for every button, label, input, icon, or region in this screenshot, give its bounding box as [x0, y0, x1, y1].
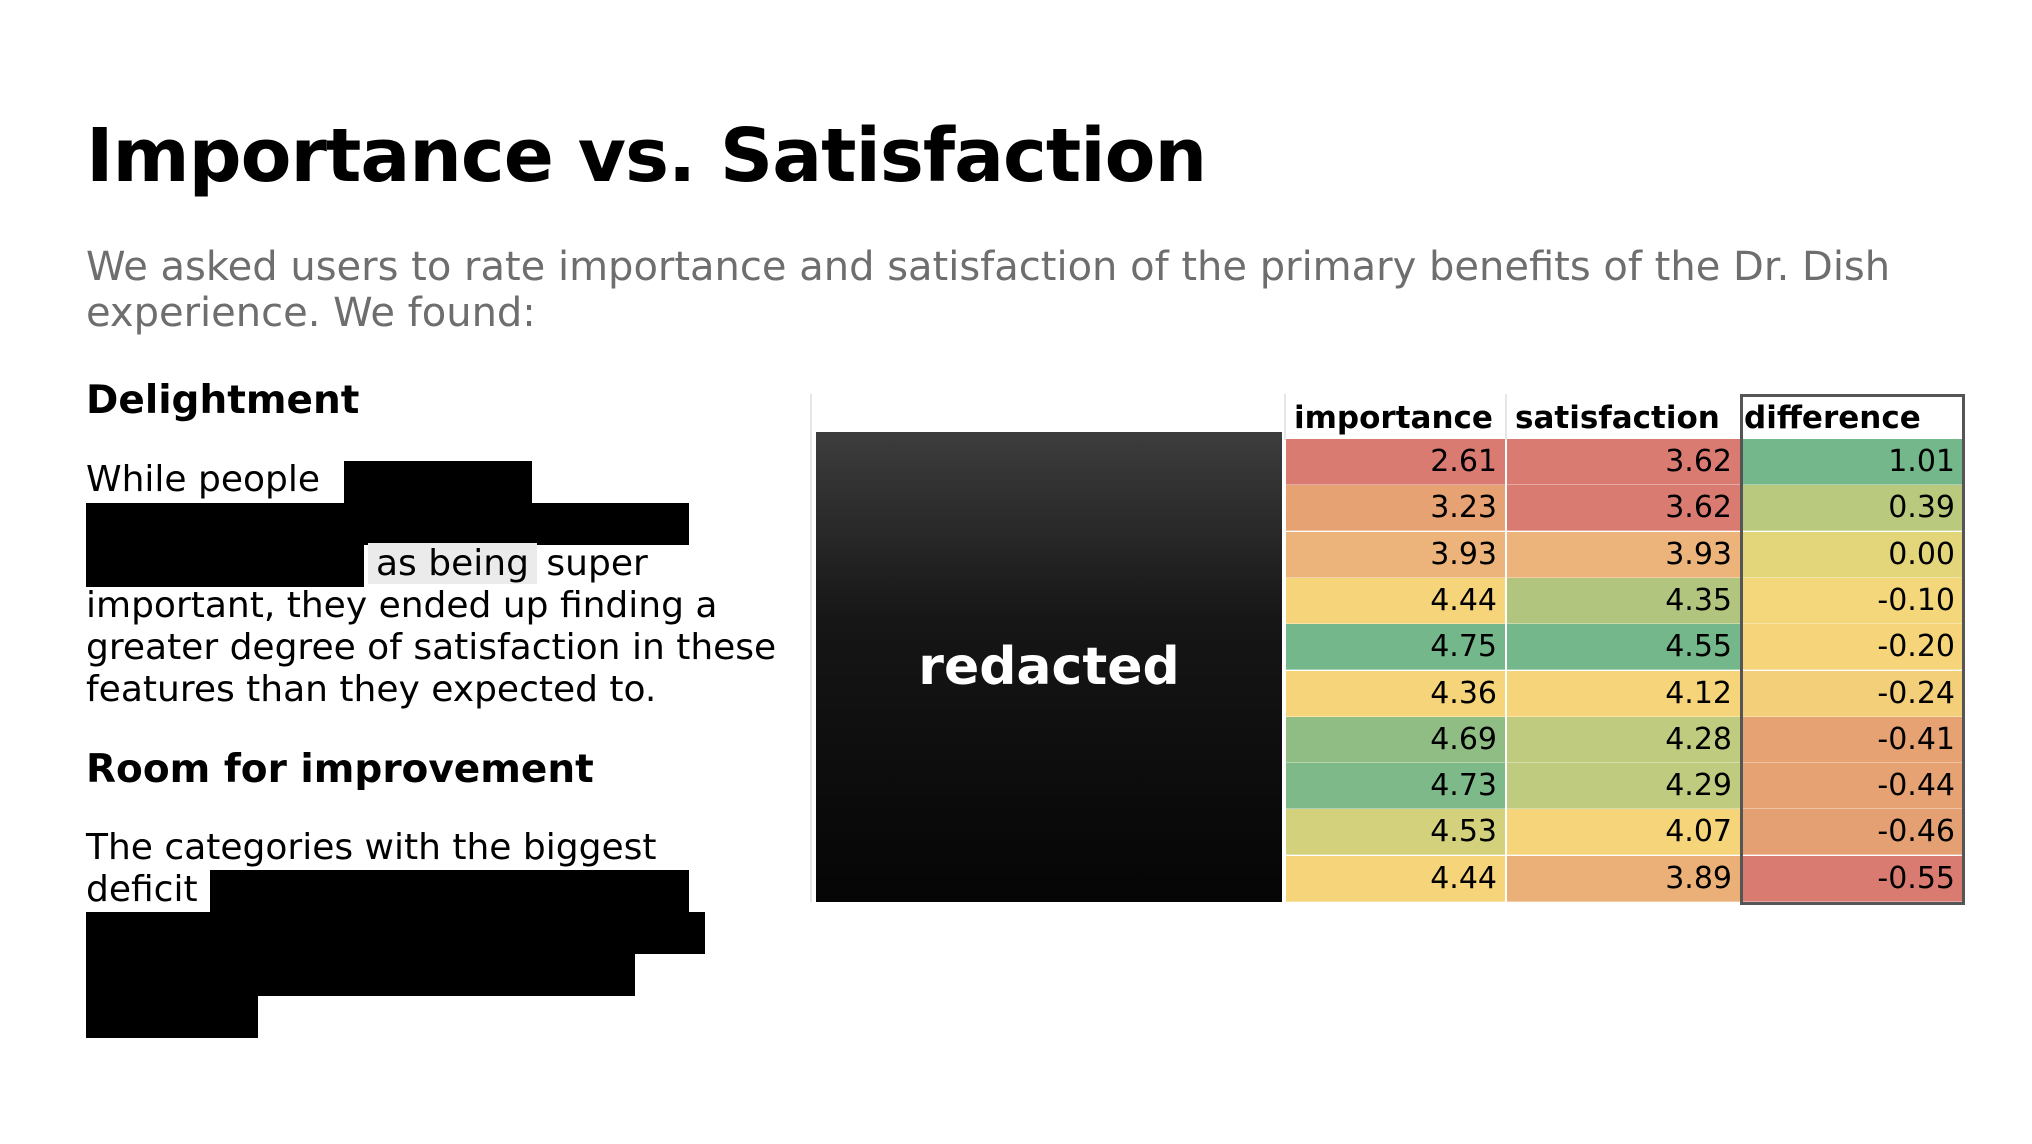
- cell-satisfaction: 4.29: [1507, 763, 1740, 810]
- header-satisfaction: satisfaction: [1515, 400, 1720, 436]
- cell-importance: 3.23: [1286, 485, 1505, 532]
- cell-difference: -0.10: [1742, 577, 1963, 624]
- cell-importance: 4.75: [1286, 624, 1505, 671]
- cell-importance: 4.53: [1286, 809, 1505, 856]
- delightment-text-end: super important, they ended up finding a…: [86, 543, 777, 710]
- cell-importance: 4.44: [1286, 577, 1505, 624]
- cell-satisfaction: 3.62: [1507, 485, 1740, 532]
- redaction-bar: [86, 503, 689, 545]
- improvement-text: The categories with the biggest deficit: [86, 827, 657, 910]
- slide-title: Importance vs. Satisfaction: [86, 113, 1207, 199]
- cell-satisfaction: 3.93: [1507, 531, 1740, 578]
- redacted-image: redacted: [816, 432, 1282, 902]
- cell-satisfaction: 4.12: [1507, 670, 1740, 717]
- cell-satisfaction: 4.55: [1507, 624, 1740, 671]
- redaction-bar: [86, 912, 705, 954]
- cell-difference: -0.24: [1742, 670, 1963, 717]
- redacted-label: redacted: [918, 637, 1180, 697]
- cell-difference: -0.20: [1742, 624, 1963, 671]
- cell-difference: -0.44: [1742, 763, 1963, 810]
- cell-difference: -0.55: [1742, 855, 1963, 902]
- grid-line: [1505, 394, 1507, 440]
- redaction-bar: [86, 996, 258, 1038]
- cell-importance: 4.36: [1286, 670, 1505, 717]
- cell-importance: 4.69: [1286, 716, 1505, 763]
- redaction-bar: [210, 870, 689, 912]
- cell-importance: 3.93: [1286, 531, 1505, 578]
- cell-satisfaction: 3.89: [1507, 855, 1740, 902]
- cell-importance: 4.44: [1286, 855, 1505, 902]
- redaction-bar: [86, 545, 364, 587]
- cell-difference: 1.01: [1742, 439, 1963, 485]
- header-difference: difference: [1744, 400, 1921, 436]
- cell-importance: 4.73: [1286, 763, 1505, 810]
- cell-satisfaction: 3.62: [1507, 439, 1740, 485]
- grid-line: [810, 394, 812, 902]
- improvement-heading: Room for improvement: [86, 747, 594, 792]
- slide-subtitle: We asked users to rate importance and sa…: [86, 244, 1891, 336]
- cell-satisfaction: 4.07: [1507, 809, 1740, 856]
- cell-difference: -0.41: [1742, 716, 1963, 763]
- cell-importance: 2.61: [1286, 439, 1505, 485]
- delightment-text-start: While people: [86, 459, 321, 500]
- delightment-heading: Delightment: [86, 378, 360, 423]
- cell-difference: 0.00: [1742, 531, 1963, 578]
- header-importance: importance: [1294, 400, 1493, 436]
- redaction-bar: [344, 461, 532, 503]
- delightment-text: While people as being super important, th…: [86, 459, 806, 711]
- cell-difference: 0.39: [1742, 485, 1963, 532]
- cell-difference: -0.46: [1742, 809, 1963, 856]
- cell-satisfaction: 4.28: [1507, 716, 1740, 763]
- redaction-bar: [86, 954, 635, 996]
- cell-satisfaction: 4.35: [1507, 577, 1740, 624]
- grid-line: [1284, 394, 1286, 440]
- delightment-text-highlight: as being: [368, 543, 537, 584]
